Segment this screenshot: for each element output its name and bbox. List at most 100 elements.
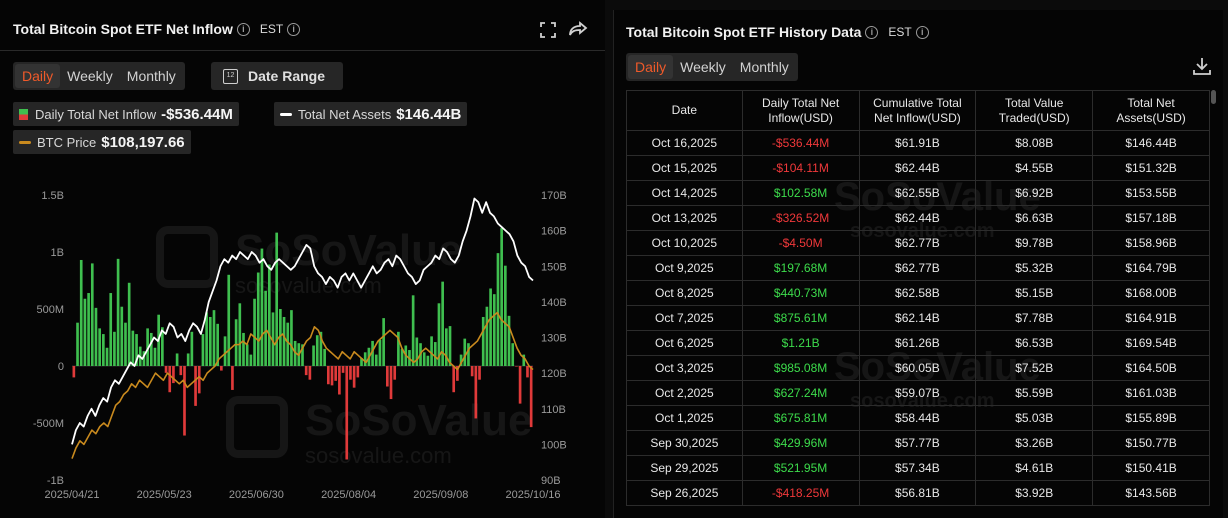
cell-date: Sep 30,2025 (626, 430, 743, 456)
history-tab-weekly[interactable]: Weekly (680, 59, 726, 75)
cell-total-net-assets: $143.56B (1092, 480, 1210, 506)
history-timezone-info-icon[interactable]: i (915, 25, 929, 39)
inflow-bar (271, 312, 275, 366)
tab-monthly[interactable]: Monthly (126, 68, 176, 84)
timezone-info-icon[interactable]: i (287, 22, 301, 36)
inflow-bar (220, 366, 223, 371)
x-axis-tick-label: 2025/08/04 (321, 489, 376, 501)
inflow-bar (389, 366, 393, 400)
cell-total-value-traded: $6.92B (975, 180, 1094, 206)
legend-net-assets-value: $146.44B (396, 105, 462, 123)
history-tab-daily[interactable]: Daily (628, 55, 674, 79)
inflow-bar (109, 293, 113, 366)
inflow-bar (374, 354, 378, 366)
legend-btc-price[interactable]: BTC Price $108,197.66 (13, 130, 191, 154)
table-row[interactable]: Oct 15,2025 -$104.11M $62.44B $4.55B $151.32… (626, 155, 1210, 181)
cell-total-value-traded: $7.78B (975, 305, 1094, 331)
info-icon[interactable]: i (236, 22, 250, 36)
col-cumulative-net-inflow[interactable]: Cumulative Total Net Inflow(USD) (858, 90, 977, 131)
cell-cumulative-net-inflow: $62.14B (858, 305, 977, 331)
inflow-bar (238, 303, 242, 366)
cell-daily-net-inflow: $627.24M (741, 380, 860, 406)
table-row[interactable]: Oct 7,2025 $875.61M $62.14B $7.78B $164.91B (626, 305, 1210, 331)
cell-cumulative-net-inflow: $62.77B (858, 230, 977, 256)
cell-total-value-traded: $5.15B (975, 280, 1094, 306)
inflow-bar (411, 295, 415, 366)
col-total-net-assets[interactable]: Total Net Assets(USD) (1092, 90, 1210, 131)
col-total-value-traded[interactable]: Total Value Traded(USD) (975, 90, 1094, 131)
inflow-bar (231, 366, 234, 390)
inflow-bar (105, 347, 109, 366)
inflow-bar (253, 298, 256, 366)
inflow-bar (518, 366, 522, 404)
cell-daily-net-inflow: $429.96M (741, 430, 860, 456)
orange-line-swatch-icon (19, 140, 31, 144)
inflow-bar (515, 366, 518, 367)
cell-date: Sep 26,2025 (626, 480, 743, 506)
legend-net-inflow-value: -$536.44M (161, 105, 233, 123)
tab-daily[interactable]: Daily (15, 64, 61, 88)
x-axis-tick-label: 2025/10/16 (505, 489, 560, 501)
inflow-bar (463, 338, 467, 366)
cell-date: Oct 14,2025 (626, 180, 743, 206)
history-tab-monthly[interactable]: Monthly (739, 59, 789, 75)
table-row[interactable]: Oct 1,2025 $675.81M $58.44B $5.03B $155.89B (626, 405, 1210, 431)
col-daily-net-inflow[interactable]: Daily Total Net Inflow(USD) (741, 90, 860, 131)
cell-date: Oct 13,2025 (626, 205, 743, 231)
table-row[interactable]: Oct 3,2025 $985.08M $60.05B $7.52B $164.50B (626, 355, 1210, 381)
inflow-bar (315, 335, 319, 366)
cell-daily-net-inflow: -$326.52M (741, 205, 860, 231)
table-row[interactable]: Sep 29,2025 $521.95M $57.34B $4.61B $150.41B (626, 455, 1210, 481)
inflow-bar (76, 322, 79, 366)
inflow-bar (467, 343, 470, 366)
table-row[interactable]: Oct 6,2025 $1.21B $61.26B $6.53B $169.54B (626, 330, 1210, 356)
inflow-bar (135, 334, 138, 366)
history-info-icon[interactable]: i (865, 25, 879, 39)
share-icon[interactable] (566, 18, 590, 42)
cell-total-value-traded: $6.53B (975, 330, 1094, 356)
table-row[interactable]: Oct 9,2025 $197.68M $62.77B $5.32B $164.79B (626, 255, 1210, 281)
download-icon[interactable] (1192, 56, 1212, 76)
tab-weekly[interactable]: Weekly (67, 68, 113, 84)
table-row[interactable]: Oct 2,2025 $627.24M $59.07B $5.59B $161.03B (626, 380, 1210, 406)
left-axis-tick-label: -500M (33, 418, 64, 430)
cell-date: Oct 7,2025 (626, 305, 743, 331)
x-axis-tick-label: 2025/05/23 (137, 489, 192, 501)
cell-date: Oct 2,2025 (626, 380, 743, 406)
inflow-bar (489, 288, 492, 366)
inflow-bar (400, 348, 404, 366)
date-range-button[interactable]: 12 Date Range (211, 62, 343, 90)
table-scrollbar[interactable] (1211, 90, 1216, 104)
history-interval-tabs: Daily Weekly Monthly (626, 53, 798, 81)
fullscreen-icon[interactable] (536, 18, 560, 42)
cell-total-value-traded: $5.03B (975, 405, 1094, 431)
right-axis-tick-label: 150B (541, 261, 567, 273)
table-row[interactable]: Oct 14,2025 $102.58M $62.55B $6.92B $153.55B (626, 180, 1210, 206)
legend-net-assets[interactable]: Total Net Assets $146.44B (274, 102, 468, 126)
cell-cumulative-net-inflow: $57.77B (858, 430, 977, 456)
table-row[interactable]: Oct 10,2025 -$4.50M $62.77B $9.78B $158.96B (626, 230, 1210, 256)
table-row[interactable]: Oct 13,2025 -$326.52M $62.44B $6.63B $157.18… (626, 205, 1210, 231)
inflow-bar (330, 366, 334, 386)
left-axis-tick-label: 0 (58, 361, 64, 373)
inflow-bar (433, 342, 437, 366)
table-row[interactable]: Oct 16,2025 -$536.44M $61.91B $8.08B $146.44… (626, 130, 1210, 156)
inflow-bar (186, 353, 190, 366)
col-date[interactable]: Date (626, 90, 743, 131)
history-data-panel: Total Bitcoin Spot ETF History Data i ES… (613, 10, 1223, 518)
cell-total-net-assets: $168.00B (1092, 280, 1210, 306)
net-inflow-chart[interactable]: SoSoValuesosovalue.comSoSoValuesosovalue… (0, 180, 605, 518)
cell-daily-net-inflow: $197.68M (741, 255, 860, 281)
inflow-bar (301, 344, 304, 366)
legend-net-inflow[interactable]: Daily Total Net Inflow -$536.44M (13, 102, 239, 126)
inflow-bar (511, 343, 515, 366)
table-row[interactable]: Sep 26,2025 -$418.25M $56.81B $3.92B $143.56… (626, 480, 1210, 506)
inflow-bar (113, 331, 116, 366)
right-axis-tick-label: 90B (541, 475, 561, 487)
table-row[interactable]: Sep 30,2025 $429.96M $57.77B $3.26B $150.77B (626, 430, 1210, 456)
table-row[interactable]: Oct 8,2025 $440.73M $62.58B $5.15B $168.00B (626, 280, 1210, 306)
right-axis-tick-label: 100B (541, 439, 567, 451)
net-inflow-panel: Total Bitcoin Spot ETF Net Inflow i EST … (0, 0, 605, 518)
cell-daily-net-inflow: $102.58M (741, 180, 860, 206)
x-axis-tick-label: 2025/06/30 (229, 489, 284, 501)
